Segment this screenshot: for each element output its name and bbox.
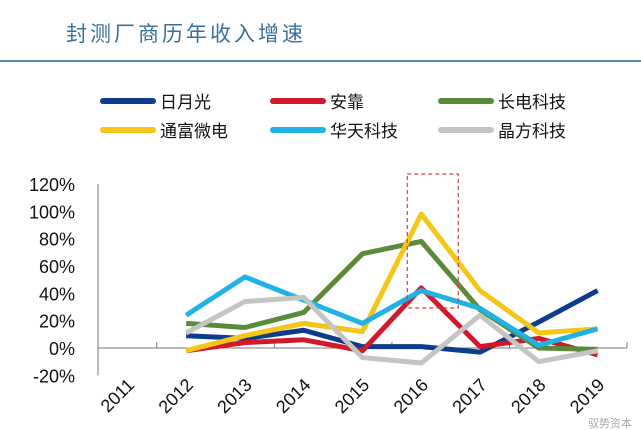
legend-label: 通富微电	[160, 122, 228, 142]
x-tick-label: 2015	[331, 375, 373, 417]
x-tick-label: 2017	[448, 375, 490, 417]
series-line	[185, 211, 598, 354]
x-tick-label: 2012	[155, 375, 197, 417]
y-tick-label: 120%	[29, 175, 75, 195]
legend-swatch	[270, 97, 326, 104]
y-tick-label: 80%	[39, 230, 75, 250]
legend-label: 长电科技	[498, 93, 566, 113]
x-tick-label: 2018	[507, 375, 549, 417]
y-tick-label: 100%	[29, 202, 75, 222]
y-tick-label: 0%	[49, 339, 75, 359]
legend-item: 安靠	[270, 88, 364, 113]
legend-label: 晶方科技	[498, 122, 566, 142]
legend-swatch	[100, 126, 156, 133]
y-tick-label: 40%	[39, 284, 75, 304]
x-tick-label: 2016	[390, 375, 432, 417]
legend-item: 日月光	[100, 88, 211, 113]
series-line	[184, 294, 599, 366]
chart-title: 封测厂商历年收入增速	[66, 22, 306, 46]
x-tick-label: 2013	[213, 375, 255, 417]
legend-item: 通富微电	[100, 117, 228, 142]
legend-swatch	[438, 97, 494, 104]
x-tick-label: 2014	[272, 375, 314, 417]
legend-label: 日月光	[160, 93, 211, 113]
watermark: 驭势资本	[588, 417, 632, 430]
legend-swatch	[438, 126, 494, 133]
y-tick-label: -20%	[33, 366, 75, 386]
highlight-box	[406, 173, 459, 309]
y-tick-label: 20%	[39, 312, 75, 332]
x-tick-label: 2011	[97, 375, 139, 417]
series-line	[184, 274, 599, 348]
legend-item: 晶方科技	[438, 117, 566, 142]
title-divider	[0, 60, 641, 62]
x-tick-label: 2019	[566, 375, 608, 417]
legend-swatch	[270, 126, 326, 133]
legend-item: 长电科技	[438, 88, 566, 113]
legend-label: 安靠	[330, 93, 364, 113]
legend-item: 华天科技	[270, 117, 398, 142]
legend-label: 华天科技	[330, 122, 398, 142]
legend-swatch	[100, 97, 156, 104]
y-tick-label: 60%	[39, 257, 75, 277]
